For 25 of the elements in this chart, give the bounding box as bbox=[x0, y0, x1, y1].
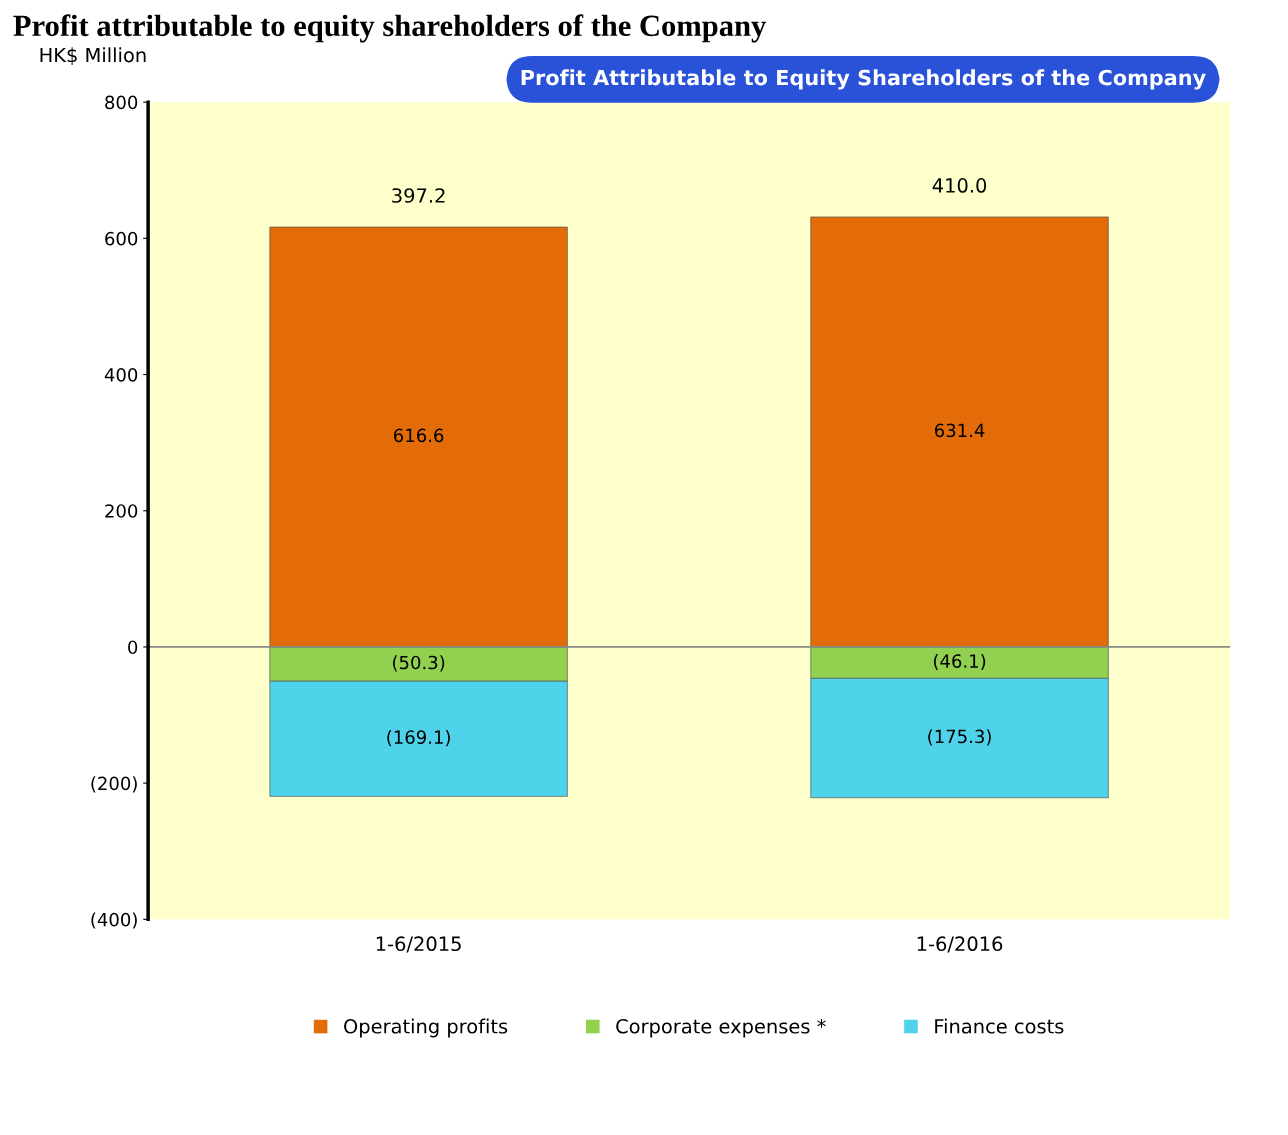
data-label: 631.4 bbox=[934, 423, 985, 438]
x-tick-label: 1-6/2015 bbox=[376, 936, 461, 953]
data-label: (46.1) bbox=[933, 653, 986, 671]
bar bbox=[269, 226, 568, 648]
x-tick-label: 1-6/2016 bbox=[917, 936, 1003, 953]
y-tick-label: 0 bbox=[128, 640, 138, 655]
legend-label: Operating profits bbox=[344, 1018, 508, 1038]
y-axis-title: HK$ Million bbox=[40, 47, 146, 65]
legend-label: Finance costs bbox=[935, 1018, 1064, 1034]
bar bbox=[810, 216, 1109, 648]
y-tick-label: 200 bbox=[105, 504, 138, 518]
data-label: (169.1) bbox=[387, 730, 450, 747]
data-label: (50.3) bbox=[393, 655, 445, 672]
y-tick-label: (400) bbox=[91, 912, 137, 929]
y-tick-label: (200) bbox=[91, 776, 137, 793]
data-label: 616.6 bbox=[394, 428, 444, 443]
y-tick-label: 400 bbox=[104, 368, 138, 382]
y-tick-label: 800 bbox=[105, 95, 138, 110]
chart-title: Profit attributable to equity shareholders of the Company bbox=[13, 14, 767, 43]
total-label: 410.0 bbox=[932, 178, 987, 193]
total-label: 397.2 bbox=[392, 188, 445, 203]
y-tick-label: 600 bbox=[105, 231, 138, 246]
chart-subtitle: Profit Attributable to Equity Shareholders of the Company bbox=[521, 69, 1206, 90]
legend-label: Corporate expenses * bbox=[616, 1018, 826, 1038]
data-label: (175.3) bbox=[928, 729, 991, 746]
